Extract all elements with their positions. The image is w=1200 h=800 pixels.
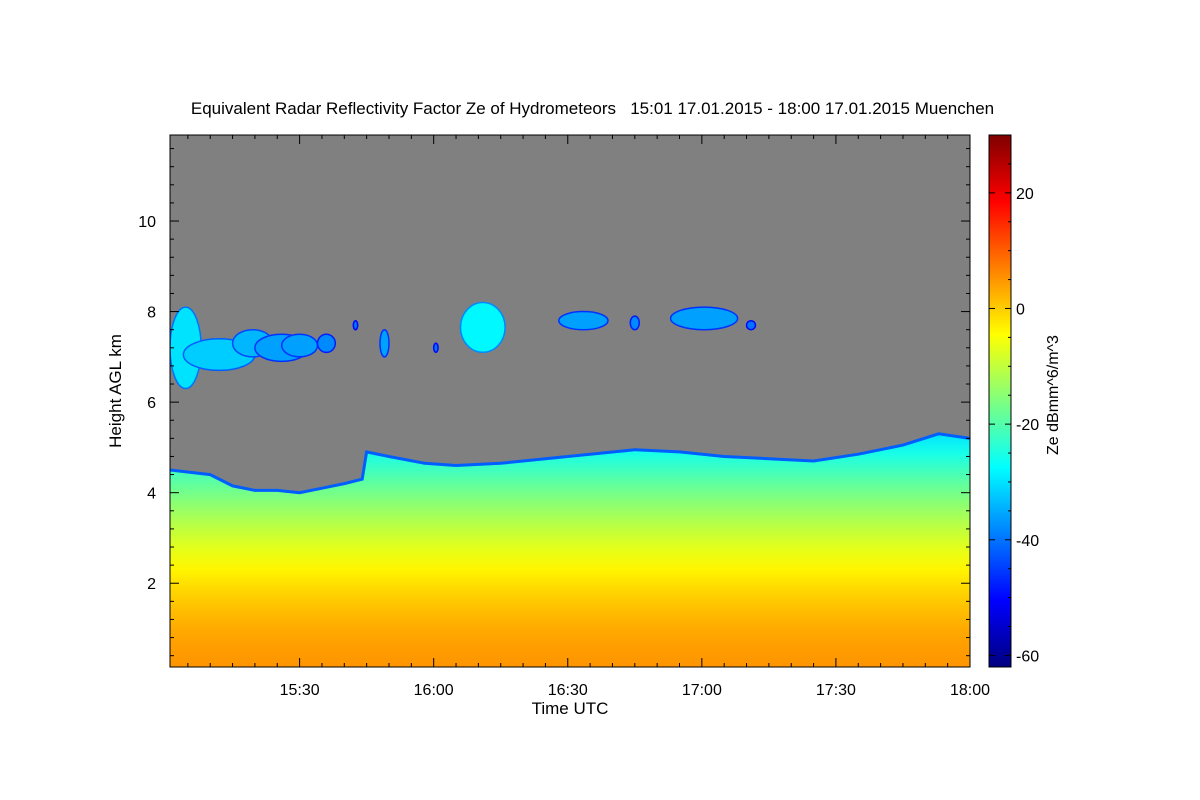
y-tick-label: 10 xyxy=(138,214,156,231)
layer-top-edge xyxy=(170,432,970,495)
x-tick-label: 18:00 xyxy=(950,682,990,699)
plot-frame xyxy=(169,134,971,668)
colorbar-tick-label: -60 xyxy=(1016,648,1039,665)
x-tick-label: 15:30 xyxy=(280,682,320,699)
colorbar xyxy=(988,134,1012,668)
cloud-cell xyxy=(379,328,390,358)
cloud-cell xyxy=(669,306,739,331)
cloud-cell xyxy=(629,315,641,331)
precipitation-layer xyxy=(170,433,970,667)
y-axis-label: Height AGL km xyxy=(106,334,125,448)
colorbar-tick-label: -20 xyxy=(1016,417,1039,434)
y-tick-label: 8 xyxy=(147,305,156,322)
y-tick-label: 2 xyxy=(147,576,156,593)
colorbar-tick-label: 0 xyxy=(1016,301,1025,318)
cloud-cell xyxy=(459,301,506,354)
chart-title: Equivalent Radar Reflectivity Factor Ze … xyxy=(190,99,995,118)
y-tick-label: 6 xyxy=(147,395,156,412)
x-axis-label: Time UTC xyxy=(532,699,609,718)
cloud-cell xyxy=(558,310,609,331)
x-tick-label: 16:30 xyxy=(548,682,588,699)
cloud-cell xyxy=(432,342,439,354)
colorbar-tick-label: -40 xyxy=(1016,533,1039,550)
cloud-cell xyxy=(745,319,757,331)
y-tick-label: 4 xyxy=(147,486,156,503)
x-tick-label: 17:00 xyxy=(682,682,722,699)
x-tick-label: 16:00 xyxy=(414,682,454,699)
cloud-cell xyxy=(352,319,359,331)
x-tick-label: 17:30 xyxy=(816,682,856,699)
cloud-cell xyxy=(316,333,337,354)
colorbar-label: Ze dBmm^6/m^3 xyxy=(1045,335,1062,455)
colorbar-tick-label: 20 xyxy=(1016,186,1034,203)
cloud-cell xyxy=(280,333,319,358)
